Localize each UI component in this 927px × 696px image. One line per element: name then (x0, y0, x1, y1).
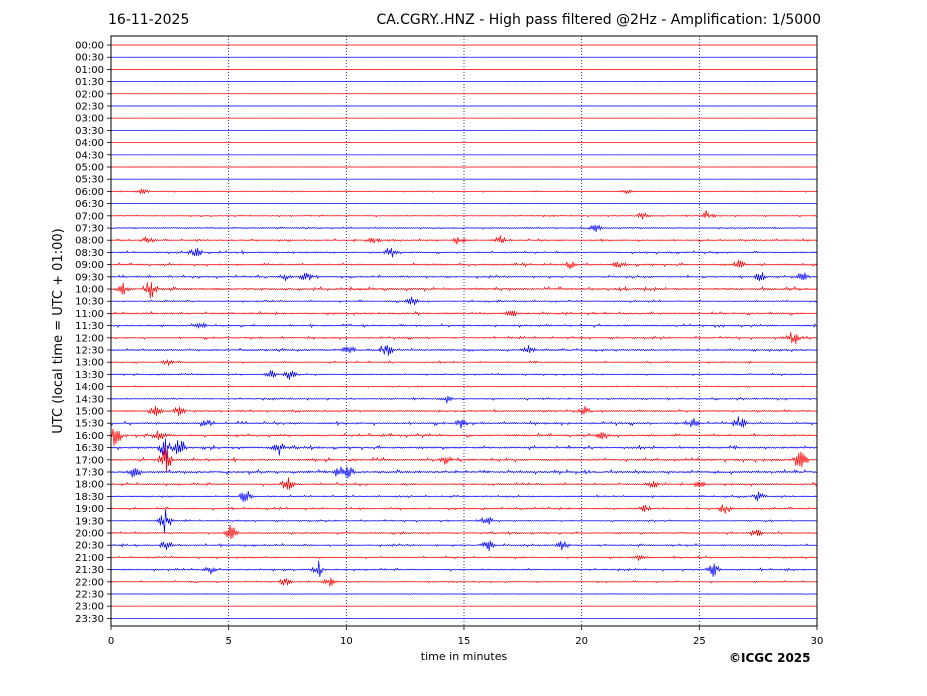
y-tick-label: 12:30 (75, 346, 104, 357)
y-tick-label: 04:30 (75, 150, 104, 161)
x-tick-label: 20 (575, 636, 588, 647)
y-tick-label: 19:00 (75, 504, 104, 515)
y-tick-label: 16:30 (75, 443, 104, 454)
y-tick-label: 16:00 (75, 431, 104, 442)
y-tick-label: 10:00 (75, 285, 104, 296)
y-tick-label: 11:00 (75, 309, 104, 320)
y-tick-label: 07:30 (75, 224, 104, 235)
y-axis-label: UTC (local time = UTC + 01:00) (51, 228, 66, 433)
seismic-trace (110, 540, 818, 552)
seismic-trace (110, 202, 818, 205)
seismic-trace (110, 504, 818, 514)
seismic-trace (110, 210, 818, 220)
x-tick-labels: 0 5 10 15 20 25 30 (108, 626, 824, 647)
y-tick-label: 20:00 (75, 529, 104, 540)
y-tick-label: 12:00 (75, 333, 104, 344)
y-tick-label: 20:30 (75, 541, 104, 552)
seismic-trace (110, 331, 818, 345)
y-tick-label: 02:30 (75, 102, 104, 113)
seismic-trace (110, 310, 818, 317)
seismic-trace (110, 370, 818, 380)
y-tick-label: 02:00 (75, 89, 104, 100)
y-tick-label: 11:30 (75, 321, 104, 332)
x-tick-label: 10 (340, 636, 353, 647)
y-tick-label: 03:00 (75, 114, 104, 125)
y-tick-label: 13:00 (75, 358, 104, 369)
seismic-trace (110, 577, 818, 587)
trace-group (110, 44, 818, 619)
y-tick-label: 22:00 (75, 577, 104, 588)
seismic-trace (110, 358, 818, 366)
y-tick-label: 21:00 (75, 553, 104, 564)
x-tick-label: 5 (225, 636, 231, 647)
y-tick-label: 06:00 (75, 187, 104, 198)
y-tick-label: 03:30 (75, 126, 104, 137)
y-tick-label: 13:30 (75, 370, 104, 381)
y-tick-label: 08:30 (75, 248, 104, 259)
y-tick-label: 22:30 (75, 590, 104, 601)
y-tick-label: 17:00 (75, 455, 104, 466)
x-tick-label: 25 (693, 636, 706, 647)
vertical-gridlines (228, 36, 700, 626)
y-tick-label: 10:30 (75, 297, 104, 308)
seismic-trace (110, 428, 818, 446)
y-tick-label: 05:30 (75, 175, 104, 186)
seismic-trace (110, 509, 818, 533)
y-tick-label: 18:30 (75, 492, 104, 503)
y-tick-label: 21:30 (75, 565, 104, 576)
y-tick-label: 09:00 (75, 260, 104, 271)
x-tick-label: 0 (108, 636, 114, 647)
y-tick-label: 17:30 (75, 468, 104, 479)
y-tick-label: 04:00 (75, 138, 104, 149)
y-tick-label: 00:00 (75, 41, 104, 52)
y-tick-label: 01:30 (75, 77, 104, 88)
y-tick-label: 00:30 (75, 53, 104, 64)
x-tick-label: 30 (811, 636, 824, 647)
y-tick-label: 08:00 (75, 236, 104, 247)
y-tick-label: 15:00 (75, 407, 104, 418)
x-tick-label: 15 (458, 636, 471, 647)
y-tick-label: 14:30 (75, 394, 104, 405)
y-tick-label: 23:00 (75, 602, 104, 613)
y-tick-label: 06:30 (75, 199, 104, 210)
y-tick-label: 14:00 (75, 382, 104, 393)
x-axis-label: time in minutes (421, 650, 508, 663)
y-tick-label: 18:00 (75, 480, 104, 491)
seismic-trace (110, 188, 818, 195)
copyright-text: ©ICGC 2025 (729, 651, 811, 665)
seismic-trace (110, 385, 818, 388)
y-tick-label: 19:30 (75, 516, 104, 527)
seismic-trace (110, 344, 818, 356)
y-tick-label: 09:30 (75, 272, 104, 283)
y-tick-label: 15:30 (75, 419, 104, 430)
seismic-trace (110, 281, 818, 299)
plot-title: CA.CGRY..HNZ - High pass filtered @2Hz -… (376, 12, 821, 28)
y-tick-label: 01:00 (75, 65, 104, 76)
y-tick-label: 23:30 (75, 614, 104, 625)
y-tick-label: 07:00 (75, 211, 104, 222)
seismic-trace (110, 321, 818, 330)
y-tick-label: 05:00 (75, 163, 104, 174)
plot-date: 16-11-2025 (108, 12, 190, 28)
seismic-trace (110, 560, 818, 577)
